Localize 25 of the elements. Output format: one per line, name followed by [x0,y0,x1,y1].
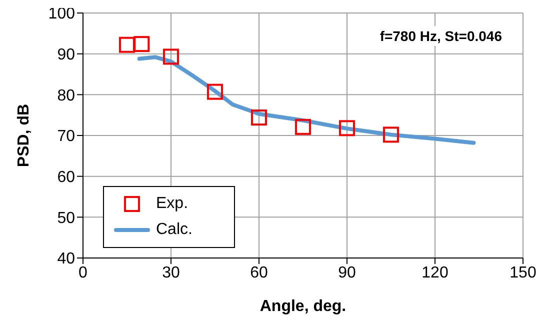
point [207,84,223,100]
x-tick-label: 0 [78,264,88,282]
x-tick-label: 120 [422,264,448,282]
point [251,110,267,126]
point [163,48,179,65]
y-tick-label: 80 [57,87,76,104]
point [295,118,311,135]
y-axis-title: PSD, dB [16,104,33,168]
y-tick-label: 40 [57,250,76,268]
y-tick-label: 60 [57,169,76,186]
point [134,36,150,52]
x-tick-label: 30 [162,264,180,282]
point [383,126,399,143]
point [119,36,135,53]
annotation: f=780 Hz, St=0.046 [374,26,508,46]
point [339,120,355,136]
y-tick-label: 90 [57,46,76,64]
y-tick-label: 50 [57,210,76,227]
x-tick-label: 150 [510,264,536,282]
x-tick-label: 60 [250,264,268,282]
legend-label: Exp. [156,195,188,213]
x-tick-label: 90 [338,264,356,282]
legend-label: Calc. [156,221,192,239]
y-tick-label: 70 [57,128,76,146]
x-axis-title: Angle, deg. [260,298,346,315]
